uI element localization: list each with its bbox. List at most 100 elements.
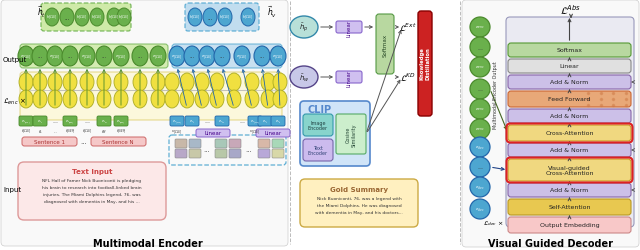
Text: Gold Summary: Gold Summary xyxy=(330,186,388,192)
Text: Visual-guided
Cross-Attention: Visual-guided Cross-Attention xyxy=(545,165,594,176)
FancyBboxPatch shape xyxy=(303,114,333,136)
Text: $e_{[CLS]}$: $e_{[CLS]}$ xyxy=(152,53,164,61)
Text: $e_{enc}$: $e_{enc}$ xyxy=(475,24,485,31)
Text: Self-Attention: Self-Attention xyxy=(548,205,591,210)
Text: $e_{[CLS]}$: $e_{[CLS]}$ xyxy=(236,53,248,61)
Text: ...: ... xyxy=(189,54,195,59)
Text: Linear: Linear xyxy=(204,131,221,136)
Ellipse shape xyxy=(470,100,490,119)
Ellipse shape xyxy=(210,91,224,108)
Text: Text
Encoder: Text Encoder xyxy=(308,145,328,156)
Text: $e_{v_n}$: $e_{v_n}$ xyxy=(275,118,282,125)
Text: ...: ... xyxy=(84,119,90,124)
Text: Visual Guided Decoder: Visual Guided Decoder xyxy=(488,238,612,248)
Text: $e_{t_{[SEP]}}$: $e_{t_{[SEP]}}$ xyxy=(116,118,125,125)
Text: ...: ... xyxy=(239,119,245,124)
Text: $t_{[SEP]}$: $t_{[SEP]}$ xyxy=(116,128,126,136)
FancyBboxPatch shape xyxy=(300,102,370,166)
Ellipse shape xyxy=(113,47,129,67)
FancyBboxPatch shape xyxy=(185,4,259,32)
FancyBboxPatch shape xyxy=(508,110,631,124)
Ellipse shape xyxy=(33,74,47,92)
Ellipse shape xyxy=(18,47,34,67)
Ellipse shape xyxy=(180,91,194,108)
FancyBboxPatch shape xyxy=(508,144,631,157)
Ellipse shape xyxy=(48,91,62,108)
Ellipse shape xyxy=(75,9,89,27)
Text: $\vec{h}_t$: $\vec{h}_t$ xyxy=(37,4,46,20)
Ellipse shape xyxy=(169,47,185,67)
Text: ...: ... xyxy=(259,54,264,59)
Text: Multimodal Encoder: Multimodal Encoder xyxy=(93,238,203,248)
Text: $v_{[CLS]}$: $v_{[CLS]}$ xyxy=(172,128,182,136)
Text: $e_{dec}$: $e_{dec}$ xyxy=(475,144,485,151)
Ellipse shape xyxy=(96,47,112,67)
FancyBboxPatch shape xyxy=(19,116,33,126)
Text: $e_{[CLS]}$: $e_{[CLS]}$ xyxy=(49,53,61,61)
FancyBboxPatch shape xyxy=(196,130,230,138)
FancyBboxPatch shape xyxy=(248,116,262,126)
FancyBboxPatch shape xyxy=(22,138,77,146)
Text: $e_{[CLS]}$: $e_{[CLS]}$ xyxy=(115,53,127,61)
Ellipse shape xyxy=(245,74,259,92)
Ellipse shape xyxy=(151,74,165,92)
FancyBboxPatch shape xyxy=(508,217,631,233)
Text: $e_{[CLS]}$: $e_{[CLS]}$ xyxy=(272,53,284,61)
Ellipse shape xyxy=(273,74,287,92)
FancyBboxPatch shape xyxy=(272,150,284,158)
Ellipse shape xyxy=(80,74,94,92)
Ellipse shape xyxy=(33,91,47,108)
Ellipse shape xyxy=(195,74,209,92)
Text: $e_{v_1}$: $e_{v_1}$ xyxy=(262,118,268,125)
FancyBboxPatch shape xyxy=(258,150,270,158)
Ellipse shape xyxy=(133,74,147,92)
Text: ...: ... xyxy=(220,54,225,59)
Text: $e_{enc}$: $e_{enc}$ xyxy=(475,64,485,71)
FancyBboxPatch shape xyxy=(41,4,131,32)
Ellipse shape xyxy=(117,9,131,27)
Text: $\mathcal{L}_{enc}$ ×: $\mathcal{L}_{enc}$ × xyxy=(3,96,26,107)
Ellipse shape xyxy=(227,91,241,108)
FancyBboxPatch shape xyxy=(175,150,187,158)
Ellipse shape xyxy=(45,9,59,27)
FancyBboxPatch shape xyxy=(114,116,128,126)
Text: ...: ... xyxy=(477,165,483,170)
Ellipse shape xyxy=(165,74,179,92)
Text: $h_{[CLS]}$: $h_{[CLS]}$ xyxy=(108,14,120,22)
FancyBboxPatch shape xyxy=(258,140,270,148)
Ellipse shape xyxy=(79,47,95,67)
FancyBboxPatch shape xyxy=(63,116,77,126)
Ellipse shape xyxy=(470,177,490,197)
Text: ...: ... xyxy=(477,87,483,92)
Text: Cross-Attention: Cross-Attention xyxy=(545,131,594,136)
Ellipse shape xyxy=(261,74,275,92)
Ellipse shape xyxy=(470,80,490,100)
FancyBboxPatch shape xyxy=(418,12,432,117)
FancyBboxPatch shape xyxy=(256,130,290,138)
Ellipse shape xyxy=(132,47,148,67)
Ellipse shape xyxy=(63,74,77,92)
FancyBboxPatch shape xyxy=(172,45,282,69)
Text: $e_{dec}$: $e_{dec}$ xyxy=(475,206,485,213)
Ellipse shape xyxy=(199,47,215,67)
FancyBboxPatch shape xyxy=(189,150,201,158)
FancyBboxPatch shape xyxy=(97,116,111,126)
Ellipse shape xyxy=(97,74,111,92)
FancyBboxPatch shape xyxy=(175,140,187,148)
FancyBboxPatch shape xyxy=(508,126,631,142)
Text: $\mathcal{L}^{Ext}$: $\mathcal{L}^{Ext}$ xyxy=(399,22,417,34)
Text: with dementia in May, and his doctors...: with dementia in May, and his doctors... xyxy=(315,210,403,214)
Ellipse shape xyxy=(90,9,104,27)
Text: $e_{enc}$: $e_{enc}$ xyxy=(475,126,485,133)
Text: $t_{[CLS]}$: $t_{[CLS]}$ xyxy=(82,128,92,136)
Ellipse shape xyxy=(184,47,200,67)
Ellipse shape xyxy=(47,47,63,67)
FancyBboxPatch shape xyxy=(229,150,241,158)
Ellipse shape xyxy=(470,138,490,157)
Ellipse shape xyxy=(254,47,270,67)
Text: $h_{[CLS]}$: $h_{[CLS]}$ xyxy=(118,14,130,22)
Ellipse shape xyxy=(150,47,166,67)
FancyBboxPatch shape xyxy=(20,45,168,69)
Ellipse shape xyxy=(203,9,217,27)
Text: $e_{v_{1}}$: $e_{v_{1}}$ xyxy=(189,118,195,125)
